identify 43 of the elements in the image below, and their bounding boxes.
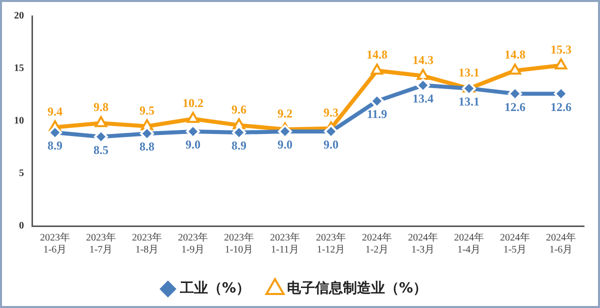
- data-label: 13.1: [458, 66, 480, 80]
- data-label: 12.6: [504, 100, 526, 114]
- data-label: 9.2: [278, 106, 292, 120]
- data-label: 14.8: [366, 48, 388, 62]
- data-label: 13.1: [458, 94, 480, 109]
- data-label: 14.3: [412, 52, 434, 67]
- data-label: 9.0: [186, 138, 200, 152]
- data-label: 11.9: [366, 107, 388, 122]
- y-tick-label: 15: [14, 63, 24, 74]
- data-label: 13.4: [412, 91, 434, 106]
- data-label: 9.5: [140, 103, 154, 118]
- legend-label: 电子信息制造业（%）: [287, 280, 428, 297]
- data-label: 12.6: [550, 100, 572, 114]
- x-tick-label: 2024年 1-3月: [408, 232, 438, 256]
- data-label: 8.5: [94, 142, 108, 157]
- legend-label: 工业（%）: [178, 280, 250, 297]
- x-tick-label: 2023年 1-11月: [270, 232, 300, 256]
- data-label: 9.0: [278, 138, 292, 152]
- y-tick-label: 10: [14, 116, 24, 127]
- y-tick-label: 5: [19, 168, 24, 180]
- x-tick-label: 2023年 1-6月: [40, 232, 70, 256]
- x-tick-label: 2024年 1-6月: [546, 232, 576, 256]
- data-label: 9.6: [232, 102, 246, 116]
- x-tick-label: 2023年 1-8月: [132, 232, 162, 256]
- x-tick-label: 2024年 1-4月: [454, 232, 484, 256]
- x-tick-label: 2023年 1-7月: [86, 232, 116, 256]
- data-label: 14.8: [504, 48, 526, 62]
- data-label: 8.9: [232, 138, 246, 153]
- data-label: 9.8: [94, 100, 108, 114]
- y-tick-label: 0: [19, 220, 24, 232]
- data-label: 15.3: [550, 42, 572, 56]
- data-label: 9.4: [48, 104, 62, 118]
- data-label: 10.2: [182, 96, 204, 110]
- x-tick-label: 2023年 1-10月: [224, 232, 254, 256]
- data-label: 8.8: [140, 140, 154, 154]
- x-tick-label: 2023年 1-9月: [178, 232, 208, 256]
- x-tick-label: 2024年 1-2月: [362, 232, 392, 256]
- x-tick-label: 2024年 1-5月: [500, 232, 530, 256]
- x-tick-label: 2023年 1-12月: [316, 232, 346, 256]
- data-label: 9.0: [324, 138, 338, 152]
- data-label: 9.3: [324, 105, 338, 120]
- y-tick-label: 20: [14, 10, 24, 22]
- data-label: 8.9: [48, 138, 62, 153]
